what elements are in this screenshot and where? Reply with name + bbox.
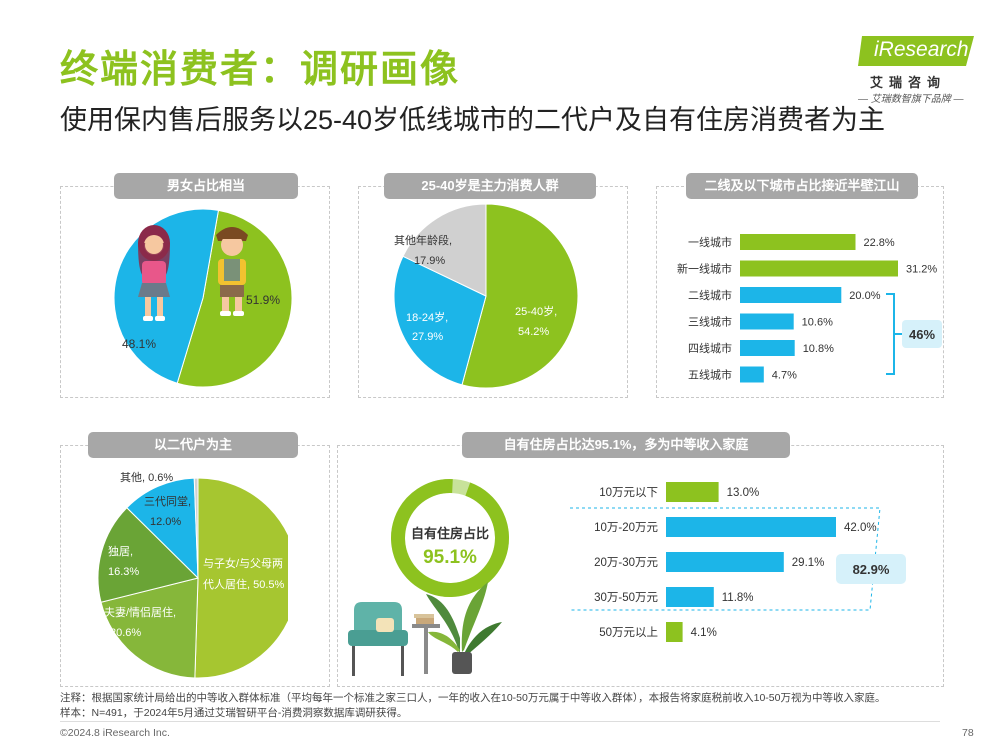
logo-tagline: — 艾瑞数智旗下品牌 — (858, 94, 964, 105)
household-slice-alone (97, 507, 199, 603)
household-slice-three-gen (126, 477, 199, 580)
bar-value-2: 29.1% (792, 557, 825, 569)
card-title-city: 二线及以下城市占比接近半壁江山 (686, 173, 918, 199)
gender-label-female: 48.1% (122, 337, 156, 351)
bar-label-2: 二线城市 (688, 288, 732, 302)
bar-label-3: 30万-50万元 (594, 592, 658, 604)
bar-3 (666, 587, 714, 607)
bar-value-4: 4.1% (691, 627, 717, 639)
card-title-gender: 男女占比相当 (114, 173, 298, 199)
household-slice-couple (100, 577, 199, 678)
logo-text: iResearch (874, 38, 969, 61)
footer-note-2: 样本：N=491，于2024年5月通过艾瑞智研平台-消费洞察数据库调研获得。 (60, 707, 408, 719)
age-label-other: 其他年龄段, (394, 233, 452, 247)
household-label-couple: 夫妻/情侣居住, (104, 605, 176, 619)
age-pie-chart: 其他年龄段, 17.9% 18-24岁, 27.9% 25-40岁, 54.2% (394, 203, 579, 388)
bar-value-1: 31.2% (906, 264, 937, 276)
logo-cn: 艾瑞咨询 (870, 75, 947, 90)
age-slice-18-24 (394, 255, 487, 386)
card-title-household: 以二代户为主 (88, 432, 298, 458)
housing-donut-chart: 自有住房占比 95.1% (348, 479, 509, 676)
gender-pie-chart: 48.1% 51.9% (113, 208, 293, 388)
plant-icon (426, 582, 502, 674)
household-slice-other (193, 477, 199, 579)
bar-value-3: 11.8% (722, 592, 754, 604)
bar-2 (666, 552, 784, 572)
bar-value-0: 13.0% (727, 487, 760, 499)
income-bar-chart: 82.9% 10万元以下 13.0% 10万-20万元 42.0% 20万-30万元 29… (570, 482, 906, 642)
bar-3 (740, 313, 794, 330)
bar-label-4: 四线城市 (688, 341, 732, 355)
footer-notes: 注释：根据国家统计局给出的中等收入群体标准（平均每年一个标准之家三口人，一年的收… (60, 691, 885, 721)
page-number: 78 (962, 727, 974, 739)
footer-divider (60, 721, 940, 722)
household-value-three-gen: 12.0% (150, 516, 181, 528)
bar-label-1: 10万-20万元 (594, 522, 658, 534)
bar-label-1: 新一线城市 (677, 262, 732, 276)
bar-4 (666, 622, 683, 642)
household-label-other: 其他, 0.6% (120, 471, 173, 484)
household-slice-two-gen (194, 477, 288, 678)
age-value-18-24: 27.9% (412, 331, 443, 343)
bar-label-3: 三线城市 (688, 315, 732, 329)
card-title-housing: 自有住房占比达95.1%，多为中等收入家庭 (462, 432, 790, 458)
bar-label-5: 五线城市 (688, 368, 732, 382)
household-label-two-gen: 与子女/与父母两 (203, 556, 283, 570)
donut-center-value: 95.1% (423, 547, 477, 568)
age-value-25-40: 54.2% (518, 326, 549, 338)
footer-note-1: 注释：根据国家统计局给出的中等收入群体标准（平均每年一个标准之家三口人，一年的收… (60, 692, 886, 704)
bar-label-2: 20万-30万元 (594, 557, 658, 569)
bar-label-0: 10万元以下 (599, 486, 658, 499)
girl-figure-icon (138, 225, 170, 321)
bar-0 (666, 482, 719, 502)
bar-1 (740, 260, 898, 277)
bar-label-4: 50万元以上 (599, 626, 658, 639)
bar-value-4: 10.8% (803, 343, 834, 355)
donut-center-label: 自有住房占比 (411, 526, 489, 541)
city-bracket-label: 46% (909, 327, 935, 342)
bar-label-0: 一线城市 (688, 235, 732, 249)
income-bracket-label: 82.9% (853, 562, 890, 577)
bar-value-3: 10.6% (802, 317, 833, 329)
age-slice-25-40 (461, 203, 579, 388)
boy-figure-icon (216, 227, 248, 316)
iresearch-logo: iResearch 艾瑞咨询 — 艾瑞数智旗下品牌 — (848, 30, 978, 105)
household-value-couple: 20.6% (110, 627, 141, 639)
side-table-icon (412, 614, 440, 674)
city-bracket: 46% (886, 293, 942, 375)
household-label-three-gen: 三代同堂, (144, 495, 191, 508)
page-title: 终端消费者：调研画像 (60, 49, 461, 91)
income-bracket: 82.9% (570, 507, 906, 611)
bar-4 (740, 340, 795, 356)
logo-badge-icon (858, 36, 974, 66)
bar-value-1: 42.0% (844, 522, 877, 534)
bar-value-2: 20.0% (849, 290, 880, 302)
age-value-other: 17.9% (414, 255, 445, 267)
age-slice-other (402, 203, 487, 297)
copyright: ©2024.8 iResearch Inc. (60, 727, 170, 739)
city-bar-chart: 一线城市 22.8% 新一线城市 31.2% 二线城市 20.0% 三线城市 10.6% 四线城… (677, 234, 942, 383)
page-subtitle: 使用保内售后服务以25-40岁低线城市的二代户及自有住房消费者为主 (60, 105, 886, 135)
age-label-18-24: 18-24岁, (406, 310, 448, 324)
household-pie-chart: 其他, 0.6% 三代同堂, 12.0% 独居, 16.3% 夫妻/情侣居住, … (97, 471, 288, 678)
bar-1 (666, 517, 836, 537)
gender-label-male: 51.9% (246, 293, 280, 307)
bar-0 (740, 234, 856, 250)
household-label-alone: 独居, (108, 545, 133, 558)
age-label-25-40: 25-40岁, (515, 304, 557, 318)
bar-5 (740, 366, 764, 383)
household-label-two-gen-2: 代人居住, 50.5% (203, 577, 285, 591)
armchair-icon (348, 602, 408, 676)
household-value-alone: 16.3% (108, 566, 139, 578)
bar-value-0: 22.8% (863, 237, 894, 249)
gender-slice-male (176, 209, 293, 388)
bar-2 (740, 287, 842, 303)
bar-value-5: 4.7% (772, 370, 797, 382)
card-title-age: 25-40岁是主力消费人群 (384, 173, 596, 199)
